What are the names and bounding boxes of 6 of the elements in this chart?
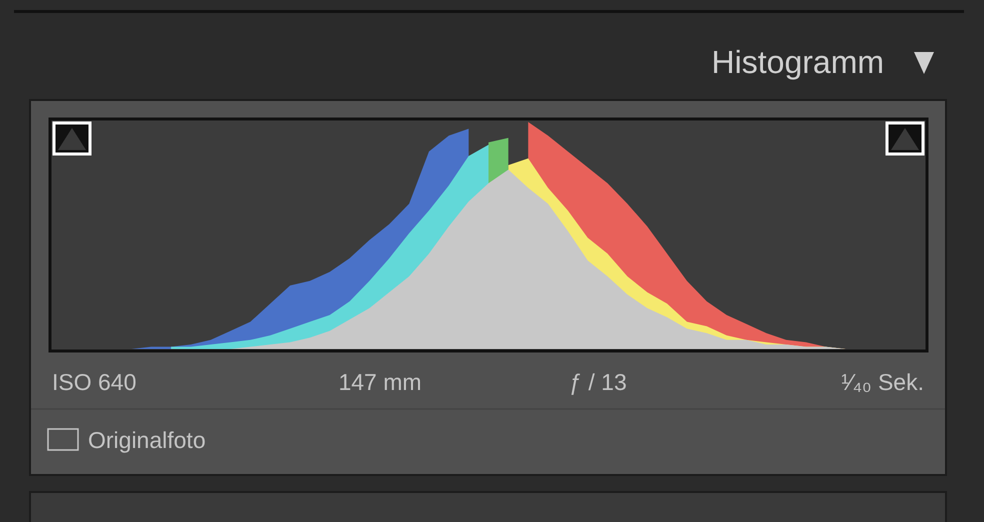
text: ƒ / 13: [569, 369, 627, 395]
text: ISO 640: [52, 369, 136, 395]
text: ¹⁄₄₀ Sek.: [841, 369, 924, 395]
text: 147 mm: [338, 369, 422, 395]
text: Originalfoto: [88, 427, 206, 453]
chart-title: Histogramm: [712, 44, 884, 80]
